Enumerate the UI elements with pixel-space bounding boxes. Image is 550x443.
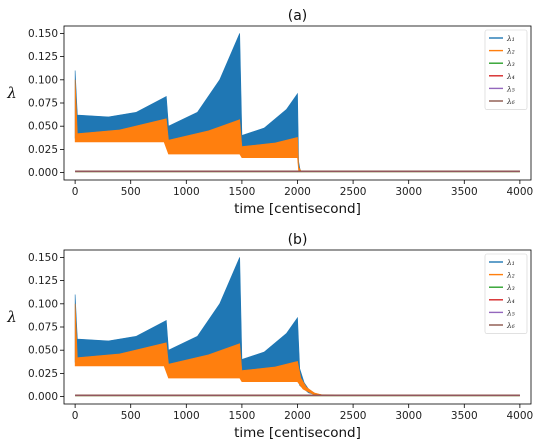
x-tick-label: 4000 <box>507 410 534 422</box>
legend-label-lambda-6: λ₆ <box>506 321 515 330</box>
x-tick-label: 500 <box>121 410 141 422</box>
x-tick-label: 2000 <box>284 410 311 422</box>
x-tick-label: 2500 <box>340 186 367 198</box>
y-tick-label: 0.050 <box>28 121 58 133</box>
y-tick-label: 0.050 <box>28 345 58 357</box>
x-tick-label: 1000 <box>173 186 200 198</box>
x-tick-label: 3500 <box>451 186 478 198</box>
legend-label-lambda-3: λ₃ <box>506 283 515 292</box>
x-tick-label: 1000 <box>173 410 200 422</box>
legend-label-lambda-4: λ₄ <box>506 72 515 81</box>
legend-label-lambda-6: λ₆ <box>506 97 515 106</box>
legend-box <box>484 29 528 110</box>
series-band-lambda-2 <box>74 303 520 396</box>
legend-label-lambda-5: λ₅ <box>506 308 515 317</box>
chart-panel-b: (b) 0 500 1000 1500 2000 2500 3000 3500 4000 0.000… <box>6 232 533 441</box>
series-band-lambda-2 <box>74 79 520 172</box>
y-tick-label: 0.150 <box>28 252 58 264</box>
x-tick-label: 2000 <box>284 186 311 198</box>
x-tick-label: 3500 <box>451 410 478 422</box>
legend-label-lambda-1: λ₁ <box>506 258 515 267</box>
y-tick-label: 0.125 <box>28 275 58 287</box>
y-tick-label: 0.100 <box>28 74 58 86</box>
x-tick-label: 0 <box>72 186 79 198</box>
y-tick-label: 0.025 <box>28 144 58 156</box>
y-tick-label: 0.075 <box>28 98 58 110</box>
x-axis-label: time [centisecond] <box>234 201 361 217</box>
legend-label-lambda-1: λ₁ <box>506 34 515 43</box>
x-tick-label: 2500 <box>340 410 367 422</box>
x-tick-label: 1500 <box>229 186 256 198</box>
y-tick-label: 0.000 <box>28 391 58 403</box>
y-tick-label: 0.075 <box>28 322 58 334</box>
x-tick-label: 3000 <box>395 410 422 422</box>
legend-label-lambda-4: λ₄ <box>506 296 515 305</box>
x-axis-label: time [centisecond] <box>234 425 361 441</box>
x-tick-label: 3000 <box>395 186 422 198</box>
y-tick-label: 0.100 <box>28 298 58 310</box>
legend-label-lambda-2: λ₂ <box>506 271 515 280</box>
legend-box <box>484 253 528 334</box>
legend-label-lambda-2: λ₂ <box>506 47 515 56</box>
y-axis-label: λ <box>6 84 17 102</box>
chart-title: (b) <box>288 232 308 248</box>
x-tick-label: 0 <box>72 410 79 422</box>
x-tick-label: 1500 <box>229 410 256 422</box>
legend-label-lambda-5: λ₅ <box>506 84 515 93</box>
y-tick-label: 0.125 <box>28 51 58 63</box>
x-tick-label: 4000 <box>507 186 534 198</box>
chart-panel-a: (a) 0 500 1000 1500 2000 2500 3000 3500 4000 0.000… <box>6 8 533 217</box>
legend-label-lambda-3: λ₃ <box>506 59 515 68</box>
y-tick-label: 0.025 <box>28 368 58 380</box>
y-tick-label: 0.150 <box>28 28 58 40</box>
x-tick-label: 500 <box>121 186 141 198</box>
chart-title: (a) <box>288 8 308 24</box>
y-axis-label: λ <box>6 308 17 326</box>
y-tick-label: 0.000 <box>28 167 58 179</box>
